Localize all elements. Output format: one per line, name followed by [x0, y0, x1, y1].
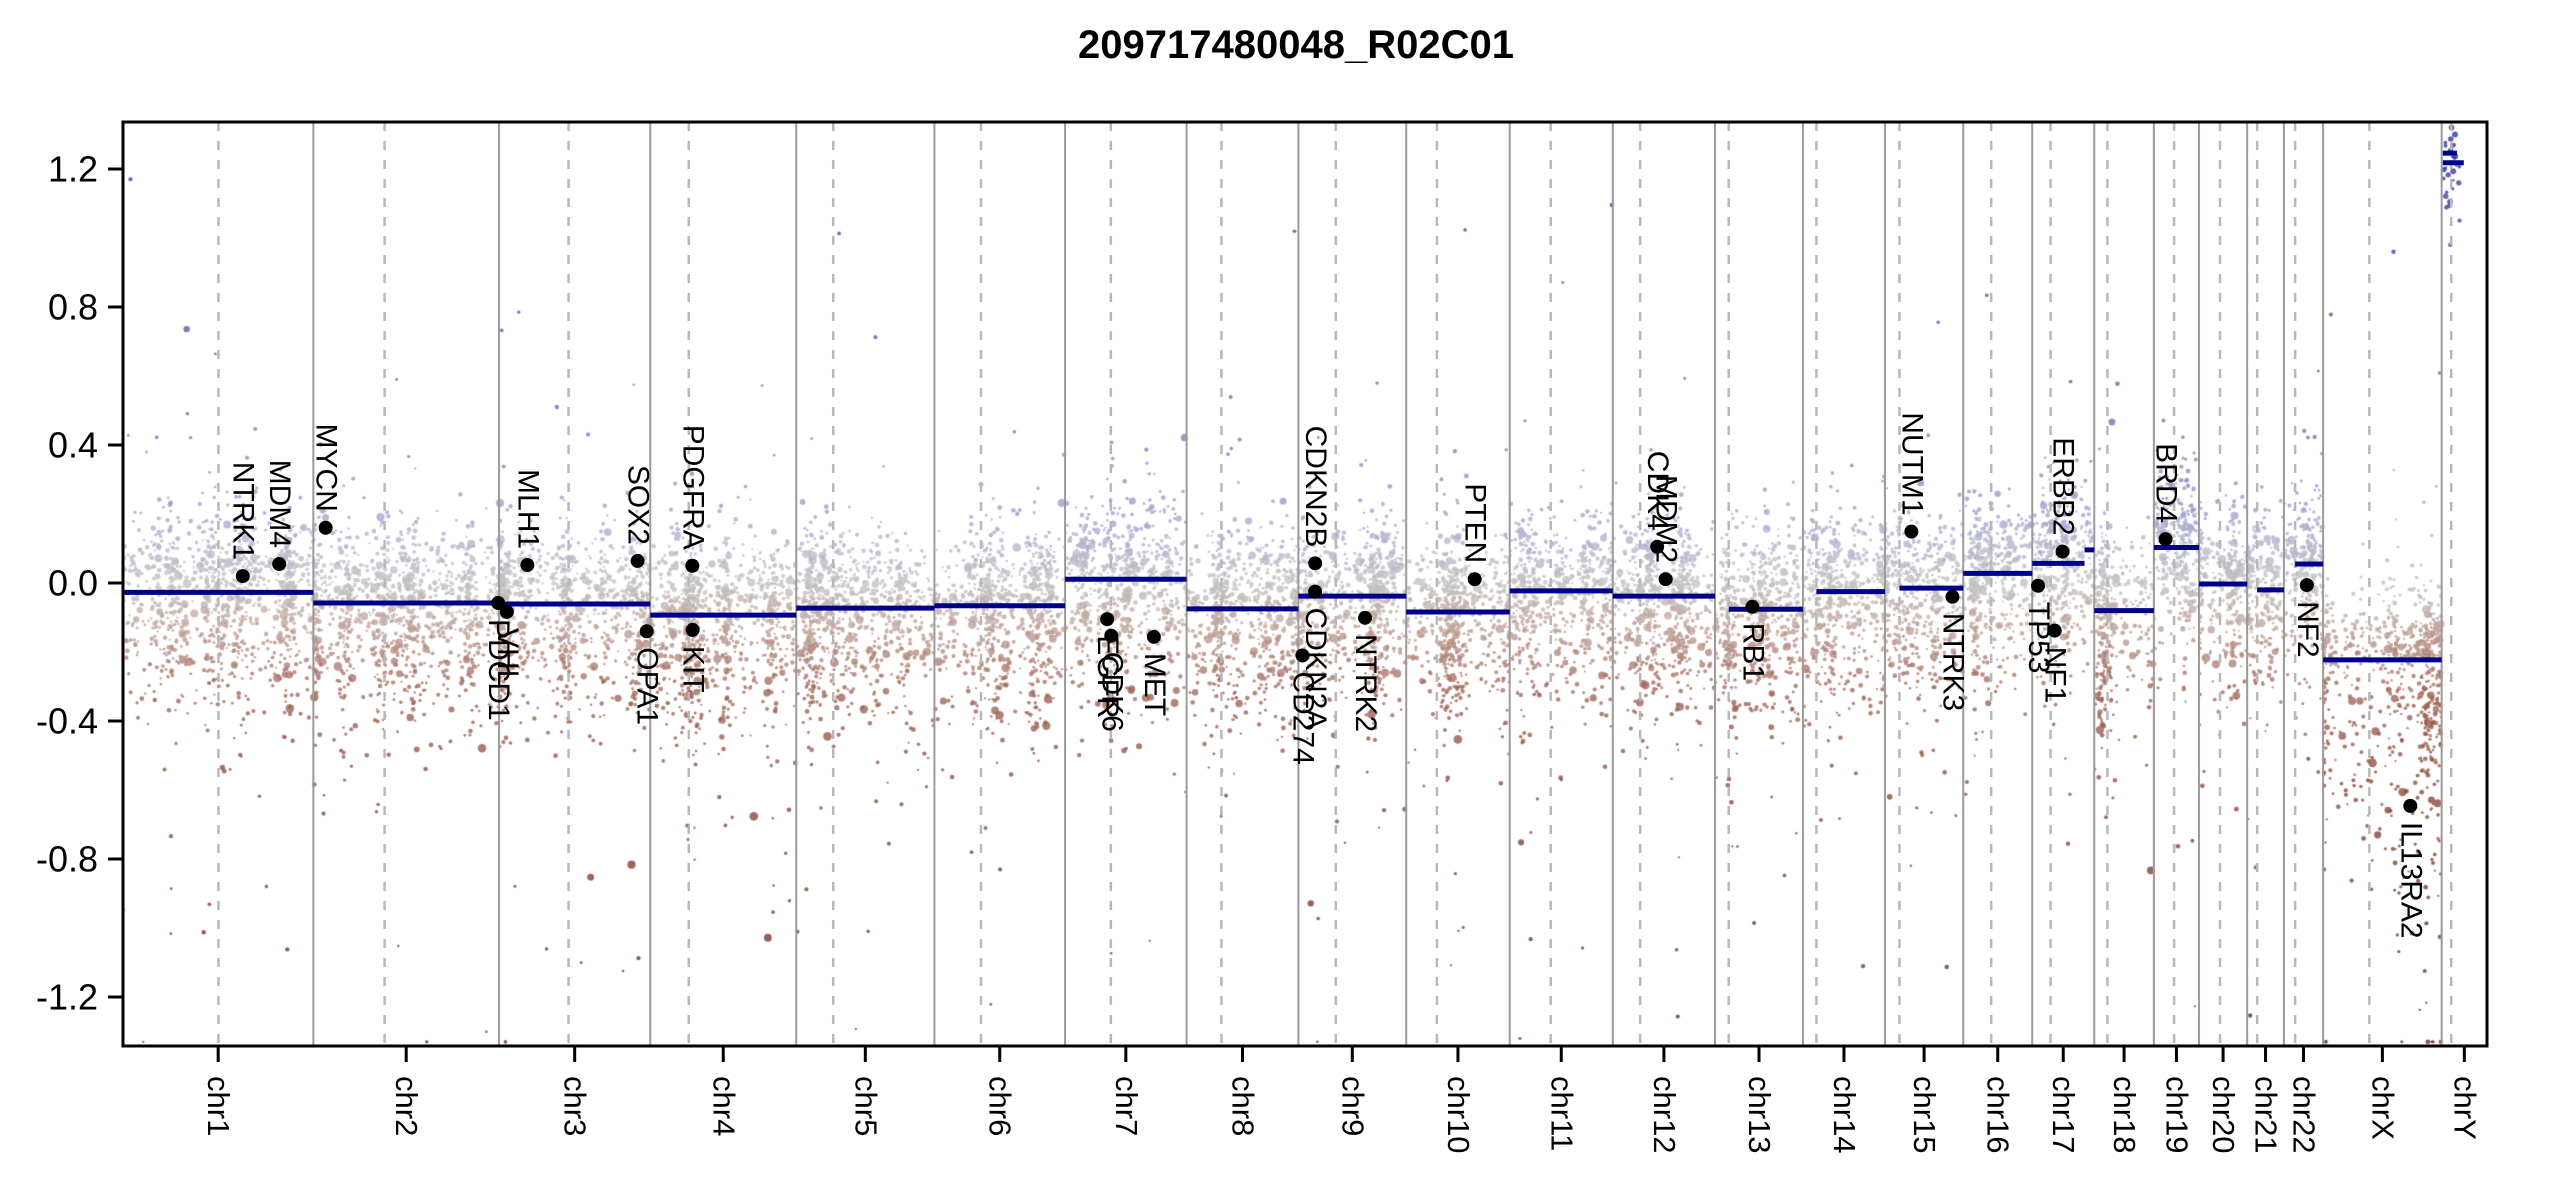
- gene-label-NF2: NF2: [2291, 601, 2324, 658]
- gene-label-CDK4: CDK4: [1641, 451, 1674, 531]
- gene-label-BRD4: BRD4: [2150, 443, 2183, 523]
- y-axis-tick-label: 0.4: [48, 425, 98, 466]
- gene-dot-PDGFRA: [685, 558, 700, 573]
- gene-label-CDK6: CDK6: [1095, 652, 1128, 732]
- gene-label-MET: MET: [1138, 653, 1171, 716]
- gene-label-OPA1: OPA1: [631, 647, 664, 725]
- gene-dot-PTEN: [1467, 572, 1482, 587]
- x-axis-tick-label-chr8: chr8: [1225, 1076, 1260, 1136]
- plot-frame: [121, 120, 2489, 1048]
- x-axis-tick-label-chr4: chr4: [706, 1076, 741, 1136]
- gene-dot-RB1: [1745, 599, 1760, 614]
- gene-label-PDCD1: PDCD1: [482, 619, 515, 721]
- gene-dot-MLH1: [520, 558, 535, 573]
- y-axis-tick-label: -0.4: [36, 701, 98, 742]
- x-axis-tick-label-chr16: chr16: [1981, 1076, 2016, 1154]
- gene-label-MYCN: MYCN: [310, 423, 343, 511]
- gene-label-IL13RA2: IL13RA2: [2394, 822, 2427, 939]
- gene-dot-CDKN2A: [1308, 584, 1323, 599]
- gene-dot-CD274: [1295, 648, 1310, 663]
- gene-dot-CDKN2B: [1308, 556, 1323, 571]
- gene-label-PDGFRA: PDGFRA: [676, 425, 709, 550]
- gene-dot-CDK6: [1104, 628, 1119, 643]
- y-axis-tick-label: 0.8: [48, 287, 98, 328]
- x-axis-tick-label-chr22: chr22: [2287, 1076, 2322, 1154]
- y-axis-tick-label: -1.2: [36, 977, 98, 1018]
- x-axis-tick-label-chr6: chr6: [983, 1076, 1018, 1136]
- gene-label-MDM2: MDM2: [1650, 475, 1683, 563]
- gene-dot-MDM2: [1658, 572, 1673, 587]
- gene-dot-NF2: [2299, 578, 2314, 593]
- x-axis-tick-label-chr9: chr9: [1335, 1076, 1370, 1136]
- gene-dot-MYCN: [318, 520, 333, 535]
- x-axis-tick-label-chr13: chr13: [1742, 1076, 1777, 1154]
- gene-dot-MDM4: [272, 557, 287, 572]
- x-axis-tick-label-chr3: chr3: [558, 1076, 593, 1136]
- gene-dot-VHL: [499, 604, 514, 619]
- gene-dot-NTRK3: [1945, 589, 1960, 604]
- gene-dot-CDK4: [1650, 539, 1665, 554]
- gene-label-MLH1: MLH1: [511, 469, 544, 549]
- x-axis-tick-label-chr21: chr21: [2249, 1076, 2284, 1154]
- gene-label-NTRK3: NTRK3: [1936, 613, 1969, 711]
- x-axis-tick-label-chr1: chr1: [201, 1076, 236, 1136]
- x-axis-tick-label-chr17: chr17: [2046, 1076, 2081, 1154]
- gene-label-NTRK1: NTRK1: [227, 462, 260, 560]
- chromosome-grid-lines: [217, 122, 2453, 1046]
- gene-dot-NF1: [2047, 623, 2062, 638]
- gene-label-CD274: CD274: [1286, 671, 1319, 764]
- gene-dot-ERBB2: [2055, 544, 2070, 559]
- gene-label-NUTM1: NUTM1: [1895, 412, 1928, 515]
- plot-title: 209717480048_R02C01: [1078, 23, 1514, 67]
- x-axis-tick-label-chr5: chr5: [848, 1076, 883, 1136]
- gene-dot-TP53: [2031, 578, 2046, 593]
- gene-dot-IL13RA2: [2403, 798, 2418, 813]
- gene-label-EGFR: EGFR: [1091, 635, 1124, 718]
- y-axis-tick-label: 0.0: [48, 563, 98, 604]
- x-axis-tick-label-chr18: chr18: [2107, 1076, 2142, 1154]
- gene-label-CDKN2A: CDKN2A: [1299, 608, 1332, 730]
- gene-label-TP53: TP53: [2022, 602, 2055, 674]
- x-axis-tick-label-chrX: chrX: [2365, 1076, 2400, 1140]
- gene-dot-NTRK2: [1358, 610, 1373, 625]
- x-axis-tick-label-chrY: chrY: [2447, 1076, 2482, 1140]
- x-axis-tick-label-chr15: chr15: [1907, 1076, 1942, 1154]
- x-axis-tick-label-chr10: chr10: [1441, 1076, 1476, 1154]
- gene-label-PTEN: PTEN: [1459, 483, 1492, 563]
- gene-label-MDM4: MDM4: [263, 460, 296, 548]
- y-axis-tick-label: -0.8: [36, 839, 98, 880]
- x-axis-tick-label-chr7: chr7: [1109, 1076, 1144, 1136]
- gene-label-SOX2: SOX2: [622, 465, 655, 545]
- gene-dot-BRD4: [2158, 532, 2173, 547]
- axes: -1.2 -0.8 -0.4 0.0 0.4 0.8 1.2 chr1 chr2 chr3 chr4…: [36, 120, 2489, 1154]
- y-axis-tick-label: 1.2: [48, 149, 98, 190]
- gene-dot-SOX2: [630, 553, 645, 568]
- gene-dot-NTRK1: [235, 569, 250, 584]
- x-axis-tick-label-chr14: chr14: [1827, 1076, 1862, 1154]
- gene-dot-NUTM1: [1904, 524, 1919, 539]
- gene-dot-EGFR: [1100, 612, 1115, 627]
- gene-label-ERBB2: ERBB2: [2047, 437, 2080, 535]
- x-axis-tick-label-chr19: chr19: [2159, 1076, 2194, 1154]
- x-axis-tick-label-chr2: chr2: [389, 1076, 424, 1136]
- gene-label-NF1: NF1: [2039, 647, 2072, 704]
- x-axis-tick-label-chr12: chr12: [1647, 1076, 1682, 1154]
- x-axis-tick-label-chr20: chr20: [2206, 1076, 2241, 1154]
- gene-label-VHL: VHL: [491, 628, 524, 686]
- x-axis-tick-label-chr11: chr11: [1544, 1076, 1579, 1151]
- gene-label-RB1: RB1: [1736, 623, 1769, 681]
- gene-label-CDKN2B: CDKN2B: [1299, 426, 1332, 548]
- gene-dot-OPA1: [639, 624, 654, 639]
- gene-dot-PDCD1: [491, 596, 506, 611]
- gene-dot-KIT: [685, 622, 700, 637]
- gene-label-KIT: KIT: [677, 646, 710, 693]
- gene-label-NTRK2: NTRK2: [1349, 634, 1382, 732]
- segment-lines: [123, 150, 2464, 663]
- gene-dot-MET: [1146, 629, 1161, 644]
